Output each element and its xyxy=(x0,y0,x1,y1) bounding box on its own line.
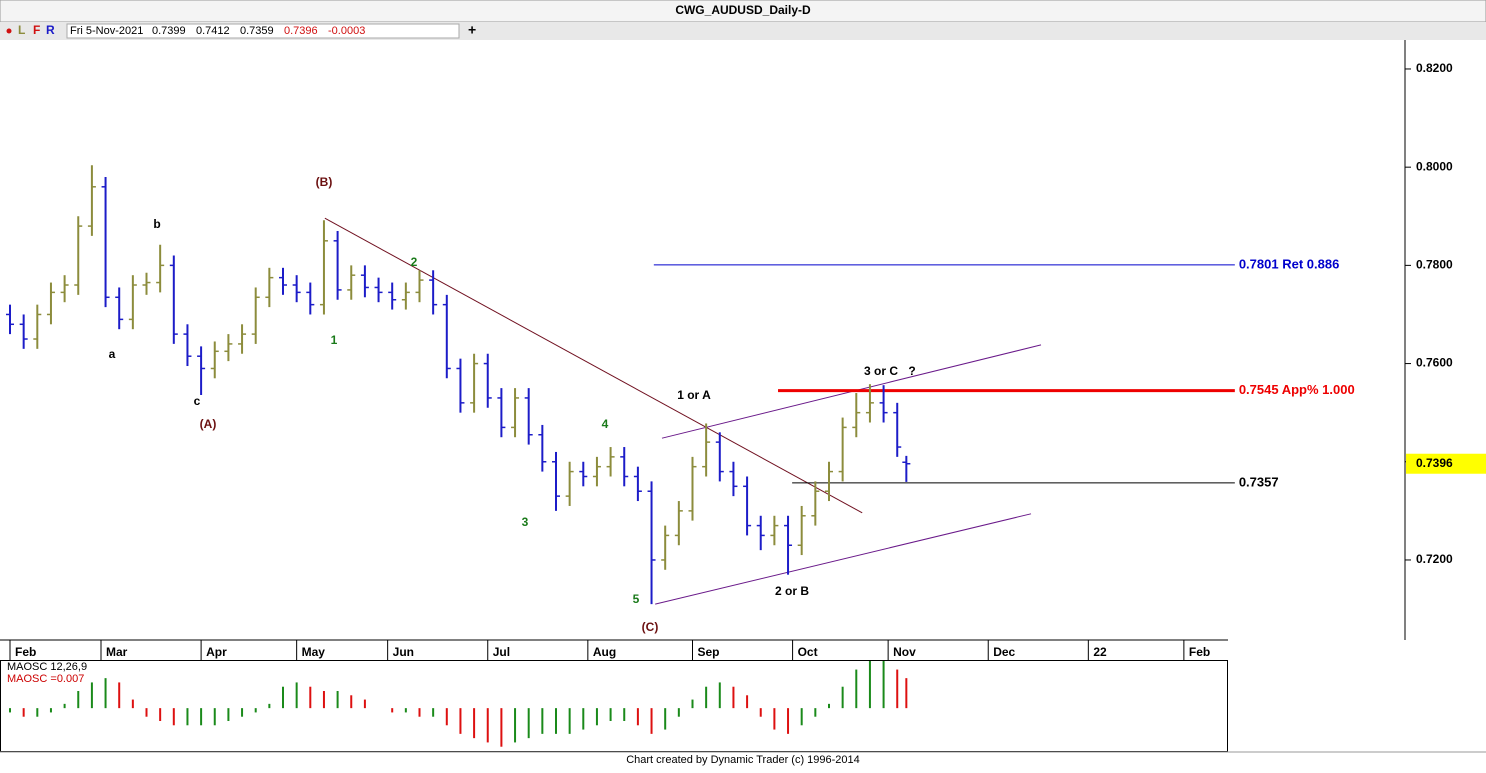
x-tick-label: Apr xyxy=(206,645,227,659)
trend-line xyxy=(655,513,1032,605)
trend-line xyxy=(324,217,863,514)
info-box xyxy=(66,23,460,39)
wave-label: 2 xyxy=(411,255,418,269)
x-tick-label: Jun xyxy=(393,645,414,659)
x-tick-label: Nov xyxy=(893,645,916,659)
wave-label: c xyxy=(194,394,201,408)
last-price-label: 0.7396 xyxy=(1416,456,1453,470)
toolbar-button[interactable]: F xyxy=(33,23,40,37)
x-tick-label: Dec xyxy=(993,645,1015,659)
wave-label: 3 xyxy=(522,515,529,529)
toolbar-button[interactable]: R xyxy=(46,23,55,37)
crosshair-button[interactable]: + xyxy=(468,22,476,38)
footer: Chart created by Dynamic Trader (c) 1996… xyxy=(626,754,860,766)
x-tick-label: Feb xyxy=(1189,645,1210,659)
oscillator-name: MAOSC 12,26,9 xyxy=(7,661,87,673)
level-label: 0.7801 Ret 0.886 xyxy=(1239,256,1339,271)
x-tick-label: Sep xyxy=(697,645,719,659)
wave-label: (B) xyxy=(316,175,333,189)
oscillator-value: MAOSC =0.007 xyxy=(7,673,84,685)
level-label: 0.7545 App% 1.000 xyxy=(1239,382,1355,397)
wave-label: ? xyxy=(908,364,915,378)
info-open: 0.7399 xyxy=(152,25,186,37)
y-tick-label: 0.7200 xyxy=(1416,552,1453,566)
wave-label: 1 xyxy=(331,333,338,347)
info-close: 0.7396 xyxy=(284,25,318,37)
x-tick-label: Jul xyxy=(493,645,510,659)
x-tick-label: Aug xyxy=(593,645,616,659)
wave-label: 2 or B xyxy=(775,584,809,598)
x-tick-label: Oct xyxy=(798,645,818,659)
y-tick-label: 0.8000 xyxy=(1416,159,1453,173)
x-tick-label: Mar xyxy=(106,645,128,659)
wave-label: 5 xyxy=(633,592,640,606)
toolbar-button[interactable]: L xyxy=(18,23,25,37)
y-tick-label: 0.7800 xyxy=(1416,258,1453,272)
wave-label: 4 xyxy=(602,417,609,431)
wave-label: 3 or C xyxy=(864,364,898,378)
wave-label: (C) xyxy=(642,620,659,634)
status-dot xyxy=(6,28,12,34)
wave-label: (A) xyxy=(200,417,217,431)
info-low: 0.7359 xyxy=(240,25,274,37)
wave-label: b xyxy=(153,217,160,231)
y-tick-label: 0.8200 xyxy=(1416,61,1453,75)
last-price-tag xyxy=(1406,453,1486,474)
wave-label: a xyxy=(109,347,116,361)
y-tick-label: 0.7600 xyxy=(1416,356,1453,370)
x-tick-label: Feb xyxy=(15,645,36,659)
level-label: 0.7357 xyxy=(1239,474,1279,489)
info-date: Fri 5-Nov-2021 xyxy=(70,25,143,37)
x-tick-label: May xyxy=(302,645,326,659)
wave-label: 1 or A xyxy=(677,388,711,402)
info-high: 0.7412 xyxy=(196,25,230,37)
info-change: -0.0003 xyxy=(328,25,365,37)
chart-title: CWG_AUDUSD_Daily-D xyxy=(675,3,811,17)
x-tick-label: 22 xyxy=(1093,645,1107,659)
